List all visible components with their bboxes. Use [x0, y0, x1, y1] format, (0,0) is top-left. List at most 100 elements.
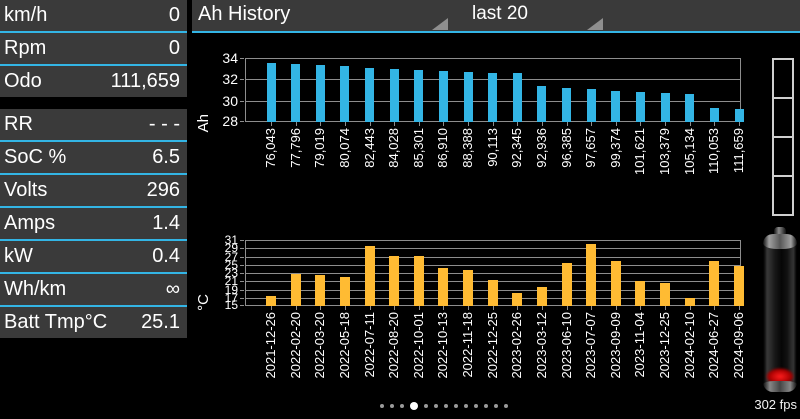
battery-top-rim — [763, 234, 797, 249]
metric-row[interactable]: Volts 296 — [0, 175, 187, 208]
y-axis-tick-label: 29 — [224, 241, 238, 255]
chart-bar — [389, 256, 400, 306]
spinner-dropdown-icon — [432, 18, 448, 30]
metric-value: 111,659 — [110, 70, 180, 92]
pager-dot[interactable] — [400, 404, 404, 408]
x-axis-tick-label: 2023-11-04 — [632, 312, 648, 378]
metric-row[interactable]: Wh/km ∞ — [0, 274, 187, 307]
chart-bar — [709, 261, 720, 306]
x-axis-tick — [394, 122, 395, 126]
y-axis-tick — [240, 240, 244, 241]
pager-dot[interactable] — [434, 404, 438, 408]
chart-bar — [709, 108, 719, 122]
metric-row[interactable]: RR - - - — [0, 109, 187, 142]
y-axis-tick-label: 17 — [224, 291, 238, 305]
chart-bar — [463, 72, 473, 122]
chart-bar — [660, 283, 671, 306]
metric-value: 6.5 — [152, 146, 180, 168]
x-axis-tick — [320, 306, 321, 310]
metric-label: RR — [4, 113, 33, 135]
x-axis-tick-label: 84,028 — [386, 128, 402, 168]
metric-row[interactable]: SoC % 6.5 — [0, 142, 187, 175]
segment-cell — [774, 99, 792, 138]
x-axis-tick — [394, 306, 395, 310]
metric-row[interactable]: km/h 0 — [0, 0, 187, 33]
x-axis-tick-label: 110,053 — [706, 128, 722, 175]
gridline — [245, 248, 741, 249]
x-axis-tick-label: 103,379 — [657, 128, 673, 175]
chart-bar — [660, 93, 670, 122]
chart-bar — [561, 263, 572, 306]
x-axis-tick-label: 2022-02-20 — [287, 312, 303, 379]
y-axis-tick-label: 23 — [224, 266, 238, 280]
pager-dot[interactable] — [444, 404, 448, 408]
y-axis-tick — [240, 248, 244, 249]
y-axis-title: °C — [195, 294, 212, 311]
segment-cell — [774, 60, 792, 99]
x-axis-tick-label: 2023-02-26 — [509, 312, 525, 379]
x-axis-tick-label: 92,936 — [533, 128, 549, 168]
metric-sidebar: km/h 0 Rpm 0 Odo 111,659 RR - - - SoC % 6.5 Volts 2… — [0, 0, 187, 350]
metric-row[interactable]: kW 0.4 — [0, 241, 187, 274]
metric-value: 0 — [168, 37, 180, 59]
y-axis-tick — [240, 305, 244, 306]
x-axis-tick-label: 105,134 — [681, 128, 697, 175]
x-axis-tick-label: 2024-06-27 — [706, 312, 722, 379]
y-axis-tick-label: 32 — [222, 71, 238, 87]
x-axis-tick-label: 86,910 — [435, 128, 451, 168]
chart-bar — [635, 92, 645, 122]
pager-dot[interactable] — [474, 404, 478, 408]
x-axis-tick — [296, 306, 297, 310]
x-axis-tick — [616, 122, 617, 126]
y-axis-tick-label: 19 — [224, 283, 238, 297]
x-axis-tick-label: 2022-08-20 — [386, 312, 402, 379]
page-indicator — [380, 400, 514, 412]
x-axis-tick-label: 85,301 — [410, 128, 426, 168]
gridline — [245, 265, 741, 266]
pager-dot-active[interactable] — [410, 402, 418, 410]
x-axis-tick — [493, 122, 494, 126]
pager-dot[interactable] — [464, 404, 468, 408]
y-axis-tick — [240, 273, 244, 274]
chart-bar — [364, 246, 375, 306]
x-axis-tick — [542, 122, 543, 126]
metric-row[interactable]: Amps 1.4 — [0, 208, 187, 241]
x-axis-tick-label: 111,659 — [731, 128, 746, 174]
pager-dot[interactable] — [504, 404, 508, 408]
chart-bar — [610, 261, 621, 306]
x-axis-tick — [468, 306, 469, 310]
gridline — [245, 257, 741, 258]
chart-bar — [734, 109, 744, 122]
chart-type-spinner[interactable]: Ah History — [192, 0, 449, 31]
x-axis-tick — [443, 306, 444, 310]
chart-bar — [512, 293, 523, 306]
segment-indicator — [772, 58, 794, 216]
y-axis-title: Ah — [195, 113, 212, 132]
pager-dot[interactable] — [454, 404, 458, 408]
metric-row[interactable]: Rpm 0 — [0, 33, 187, 66]
x-axis-tick-label: 77,796 — [287, 128, 303, 168]
range-spinner[interactable]: last 20 — [454, 0, 604, 31]
pager-dot[interactable] — [380, 404, 384, 408]
x-axis-tick — [640, 122, 641, 126]
metric-row[interactable]: Batt Tmp°C 25.1 — [0, 307, 187, 338]
x-axis-tick — [517, 122, 518, 126]
x-axis-tick-label: 2022-10-13 — [435, 312, 451, 379]
x-axis-tick-label: 2022-07-11 — [361, 312, 377, 378]
pager-dot[interactable] — [484, 404, 488, 408]
x-axis-tick-label: 99,374 — [607, 128, 623, 168]
y-axis-tick — [240, 121, 244, 122]
y-axis-tick — [240, 58, 244, 59]
x-axis-tick — [665, 306, 666, 310]
pager-dot[interactable] — [390, 404, 394, 408]
spinner-dropdown-icon — [587, 18, 603, 30]
pager-dot[interactable] — [424, 404, 428, 408]
metric-row[interactable]: Odo 111,659 — [0, 66, 187, 97]
x-axis-tick-label: 101,621 — [632, 128, 648, 175]
pager-dot[interactable] — [494, 404, 498, 408]
x-axis-tick-label: 80,074 — [336, 128, 352, 168]
chart-bar — [586, 89, 596, 122]
x-axis-tick — [320, 122, 321, 126]
battery-gauge — [763, 227, 797, 392]
x-axis-tick-label: 88,388 — [460, 128, 476, 168]
